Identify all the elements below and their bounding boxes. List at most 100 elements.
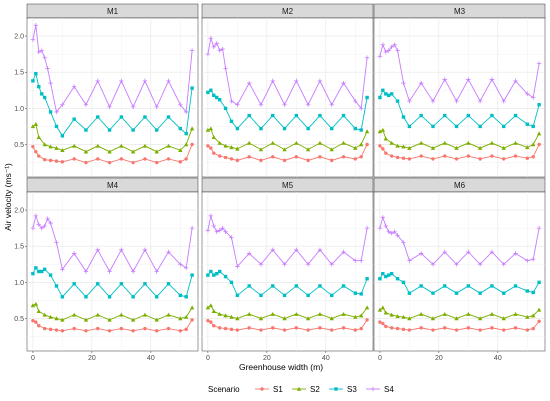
data-point [42, 312, 47, 317]
data-point [270, 247, 275, 253]
data-point [71, 143, 77, 148]
data-point [190, 86, 194, 90]
data-point [536, 61, 542, 66]
data-point [353, 291, 358, 295]
data-point [247, 284, 251, 288]
data-point [54, 159, 59, 163]
data-point [294, 78, 299, 84]
data-point [271, 113, 275, 118]
data-point [223, 66, 228, 71]
y-tick-label: 0.5 [14, 142, 24, 149]
series-s3 [378, 88, 541, 129]
data-point [96, 157, 100, 161]
data-point [419, 154, 423, 158]
data-point [377, 307, 383, 312]
data-point [258, 316, 264, 321]
panel-m5: M5 0 20 40 [201, 177, 374, 362]
data-point [537, 142, 541, 147]
panels: M1 0.5 1.0 1.5 2.0 M2 M3 M4 0.5 1.0 1.5 2.0 0 20 40 M5 0… [14, 3, 546, 362]
data-point [60, 295, 65, 299]
data-point [317, 311, 323, 316]
data-point [178, 102, 183, 107]
data-point [305, 316, 311, 321]
data-point [235, 126, 240, 131]
data-point [513, 311, 518, 316]
series-s2 [377, 305, 542, 321]
series-s2 [30, 122, 195, 154]
data-point [54, 284, 59, 288]
data-point [131, 160, 135, 165]
data-point [501, 145, 506, 150]
data-point [30, 225, 36, 231]
data-point [502, 291, 506, 295]
data-point [217, 48, 222, 53]
data-point [107, 329, 112, 333]
data-point [501, 262, 506, 267]
data-point [454, 98, 459, 104]
data-point [142, 78, 148, 84]
data-point [513, 78, 518, 84]
data-point [270, 78, 275, 84]
data-point [401, 80, 406, 86]
data-point [536, 307, 542, 312]
data-point [119, 143, 124, 148]
data-point [531, 142, 536, 147]
data-point [392, 229, 397, 234]
data-point [131, 329, 135, 333]
data-point [54, 328, 59, 332]
data-point [166, 115, 171, 119]
data-point [318, 113, 322, 118]
data-point [305, 262, 311, 267]
data-point [235, 264, 240, 269]
data-point [223, 143, 228, 148]
data-point [84, 160, 88, 165]
data-point [318, 326, 322, 330]
data-point [329, 147, 334, 152]
data-point [190, 142, 194, 147]
data-point [392, 42, 397, 47]
data-point [178, 262, 183, 267]
data-point [60, 329, 65, 333]
data-point [211, 223, 216, 229]
data-point [259, 328, 263, 332]
data-point [48, 314, 53, 319]
series-s2 [377, 127, 542, 150]
data-point [395, 143, 400, 148]
data-point [42, 267, 47, 272]
data-point [359, 106, 364, 111]
data-point [45, 216, 50, 221]
data-point [184, 295, 188, 299]
plot-area [373, 17, 546, 178]
data-point [282, 328, 287, 332]
data-point [478, 291, 482, 295]
x-tick-label: 20 [88, 355, 96, 362]
data-point [42, 142, 47, 147]
data-point [178, 148, 183, 153]
data-point [96, 115, 100, 119]
data-point [531, 95, 536, 100]
data-point [190, 318, 194, 322]
data-point [34, 320, 38, 324]
data-point [184, 109, 189, 115]
panel-strip-label: M1 [107, 7, 119, 16]
data-point [395, 155, 400, 160]
data-point [418, 140, 424, 145]
series-s4 [205, 36, 370, 111]
data-point [389, 271, 394, 276]
x-tick-label: 20 [263, 355, 271, 362]
data-point [305, 102, 311, 107]
data-point [282, 293, 287, 298]
data-point [42, 95, 47, 100]
data-point [39, 48, 44, 53]
data-point [364, 305, 370, 310]
data-point [317, 140, 323, 145]
data-point [130, 269, 136, 274]
data-point [208, 36, 214, 41]
data-point [209, 88, 213, 92]
panel-strip-label: M4 [107, 181, 119, 190]
data-point [501, 98, 506, 104]
data-point [466, 140, 471, 145]
data-point [189, 225, 195, 231]
data-point [155, 329, 159, 333]
data-point [489, 311, 495, 316]
